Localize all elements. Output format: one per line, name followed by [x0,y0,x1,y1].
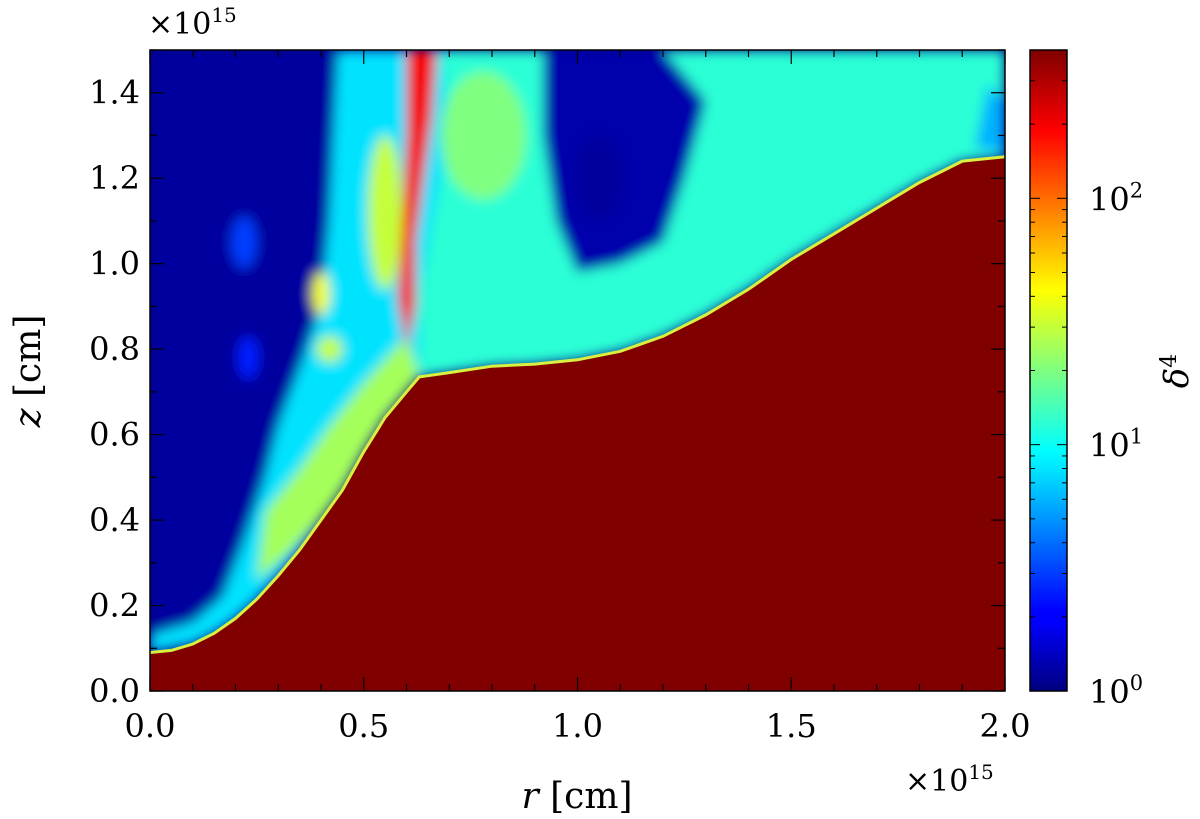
heatmap-regions [150,50,1005,653]
y-multiplier: ×1015 [148,3,237,42]
x-axis-label: r [cm] [521,776,632,815]
y-tick-label: 0.8 [89,330,140,368]
y-tick-label: 1.4 [89,74,140,112]
boundary-curve [150,155,1005,654]
heatmap-blob-3 [316,336,343,362]
y-tick-label: 0.6 [89,416,140,454]
colorbar-tick-label: 101 [1089,425,1143,465]
y-tick-label: 1.2 [89,159,140,197]
heatmap-area [150,50,1005,691]
heatmap-blob-2 [312,272,330,315]
heatmap-blob-6 [573,135,625,221]
region-shocked-shell [256,336,420,580]
x-tick-label: 0.5 [338,707,389,745]
region-hot-filament [397,50,437,350]
heatmap-blob-0 [231,216,257,268]
y-axis-label: z [cm] [8,315,49,429]
plot-axes: 0.0 0.5 1.0 1.5 2.0 0.0 0.2 0.4 0.6 0.8 1.0 1.2 1.4 [89,49,1031,745]
y-tick-label: 0.0 [89,672,140,710]
heatmap-blob-4 [368,135,403,290]
x-tick-label: 1.0 [552,707,603,745]
colorbar [1029,49,1068,692]
y-tick-label: 1.0 [89,245,140,283]
colorbar-tick-label: 102 [1089,178,1143,218]
x-tick-label: 2.0 [980,707,1031,745]
heatmap-blob-5 [440,71,527,200]
x-tick-label: 1.5 [766,707,817,745]
region-corner-patch [975,84,1005,153]
x-tick-label: 0.0 [125,707,176,745]
colorbar-ticks: 100 101 102 [1030,49,1143,711]
x-multiplier: ×1015 [905,760,994,799]
colorbar-label: δ4 [1157,354,1197,388]
region-cavity [543,50,706,273]
y-tick-label: 0.2 [89,587,140,625]
solid-region [150,156,1005,691]
y-tick-label: 0.4 [89,501,140,539]
heatmap-blob-1 [237,336,260,380]
colorbar-tick-label: 100 [1089,671,1143,711]
